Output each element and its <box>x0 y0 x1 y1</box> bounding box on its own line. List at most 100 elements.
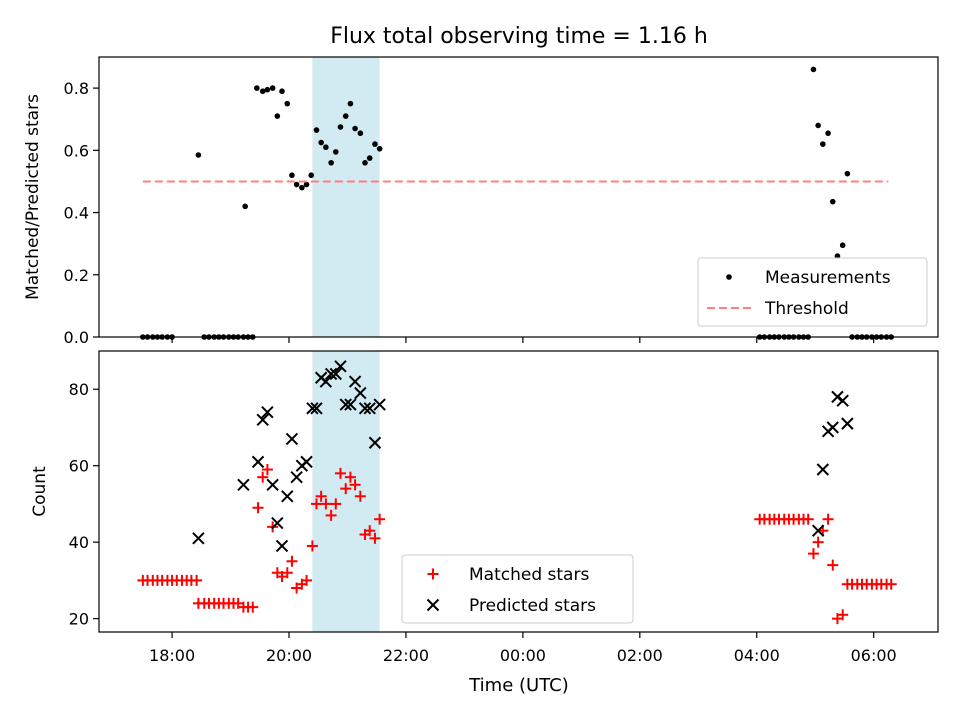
y-tick-label: 0.8 <box>64 79 89 98</box>
matched-star-point <box>802 513 814 525</box>
legend-box <box>401 554 634 624</box>
matched-star-point <box>301 574 313 586</box>
predicted-star-b <box>290 470 303 484</box>
predicted-star-b <box>354 386 367 400</box>
predicted-star-point <box>373 398 386 411</box>
predicted-star-point <box>271 516 284 530</box>
measurement-point <box>264 86 271 93</box>
predicted-star-b <box>373 398 386 411</box>
y-tick-label: 40 <box>69 533 89 552</box>
predicted-star-point <box>306 402 319 415</box>
predicted-star-b <box>811 524 825 537</box>
predicted-star-b <box>324 367 338 381</box>
predicted-star-point <box>831 390 844 404</box>
y-tick-label: 0.0 <box>64 328 89 347</box>
predicted-star-b <box>831 390 844 404</box>
matched-star-point <box>320 498 332 510</box>
measurement-point <box>269 85 276 91</box>
predicted-star-b <box>841 417 854 430</box>
matched-star-point <box>286 555 298 567</box>
matched-star-point <box>191 574 203 586</box>
predicted-star-point <box>339 398 352 411</box>
measurement-point <box>372 141 378 147</box>
predicted-star-b <box>271 516 284 530</box>
predicted-star-b <box>826 421 839 434</box>
y-tick-label: 20 <box>69 610 89 629</box>
matched-star-point <box>330 498 342 510</box>
matched-star-point <box>306 540 318 552</box>
predicted-star-b <box>261 405 274 419</box>
predicted-star-point <box>192 532 205 545</box>
measurement-point <box>342 113 349 119</box>
matched-star-point <box>252 502 264 514</box>
predicted-star-b <box>348 375 362 388</box>
predicted-star-point <box>324 367 338 381</box>
matched-star-point <box>257 471 269 483</box>
predicted-star-b <box>300 455 313 469</box>
measurement-point <box>357 130 364 137</box>
measurement-point <box>810 66 817 73</box>
measurement-point <box>839 242 846 249</box>
predicted-star-point <box>363 402 376 415</box>
predicted-star-point <box>275 539 289 553</box>
x-tick-label: 02:00 <box>617 646 663 665</box>
predicted-star-point <box>281 490 294 503</box>
predicted-star-b <box>256 413 269 427</box>
x-axis-label: Time (UTC) <box>468 675 569 696</box>
measurement-point <box>293 181 300 188</box>
predicted-star-b <box>192 532 205 545</box>
measurement-point <box>313 127 320 133</box>
measurement-point <box>308 172 315 179</box>
matched-star-point <box>315 490 327 502</box>
predicted-star-b <box>266 478 279 492</box>
legend-measurement-swatch <box>726 274 732 280</box>
measurement-point <box>242 203 248 210</box>
plot-frame <box>98 350 939 633</box>
matched-star-point <box>885 578 897 590</box>
legend-label: Measurements <box>765 268 891 288</box>
measurement-point <box>844 170 851 177</box>
predicted-star-b <box>334 360 347 373</box>
measurement-point <box>259 88 266 95</box>
measurement-point <box>337 124 344 130</box>
predicted-star-b <box>363 402 376 415</box>
matched-star-point <box>261 464 273 476</box>
matched-star-point <box>369 532 381 544</box>
predicted-star-point <box>354 386 367 400</box>
predicted-star-b <box>368 436 382 449</box>
matched-star-point <box>310 498 322 510</box>
matched-star-point <box>837 609 849 621</box>
measurement-point <box>820 141 826 147</box>
predicted-star-point <box>368 436 382 449</box>
y-tick-label: 80 <box>69 380 89 399</box>
predicted-star-point <box>811 524 825 537</box>
y-tick-label: 60 <box>69 457 89 476</box>
predicted-star-point <box>285 432 299 446</box>
predicted-star-point <box>266 478 279 492</box>
matched-star-point <box>349 479 361 491</box>
predicted-star-b <box>358 402 372 415</box>
predicted-star-point <box>841 417 854 430</box>
predicted-star-point <box>836 394 849 407</box>
measurement-point <box>825 130 831 137</box>
predicted-star-b <box>306 402 319 415</box>
predicted-star-point <box>334 360 347 373</box>
measurement-point <box>829 198 836 205</box>
legend-box <box>697 257 928 327</box>
matched-star-point <box>325 509 337 521</box>
predicted-star-point <box>310 402 323 415</box>
y-axis-label: Matched/Predicted stars <box>23 94 43 300</box>
matched-star-point <box>812 536 824 548</box>
bottom-panel-count: 20 40 60 80 18:00 20:00 22:00 00:00 02:00 04:00 06… <box>30 350 939 665</box>
predicted-star-point <box>256 413 269 427</box>
predicted-star-b <box>329 367 342 381</box>
measurement-point <box>303 181 310 188</box>
matched-star-point <box>364 525 376 537</box>
top-panel-ratio: 0.0 0.2 0.4 0.6 0.8 Matched/Predicted stars Me… <box>23 56 939 347</box>
matched-star-point <box>334 467 346 479</box>
predicted-star-point <box>348 375 362 388</box>
legend-predicted-b <box>426 598 440 612</box>
predicted-star-point <box>329 367 342 381</box>
matched-star-point <box>822 513 834 525</box>
